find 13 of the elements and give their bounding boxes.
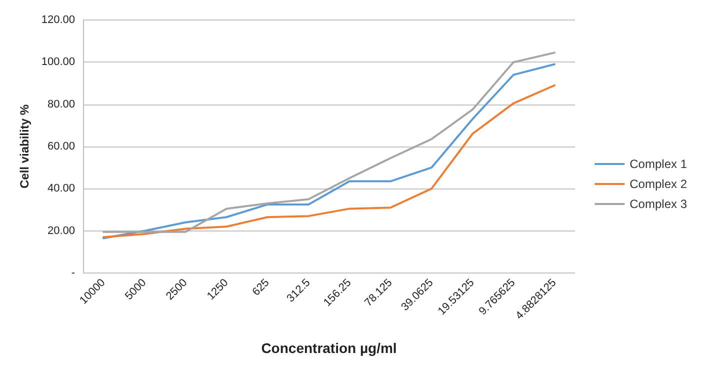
legend-label: Complex 3 — [630, 197, 688, 211]
y-tick-label: 120.00 — [41, 14, 75, 26]
x-tick-label: 625 — [250, 276, 272, 298]
y-tick-label: 80.00 — [47, 98, 75, 110]
y-axis-title: Cell viability % — [17, 104, 32, 189]
legend-label: Complex 1 — [630, 157, 688, 171]
y-tick-label: 100.00 — [41, 56, 75, 68]
x-axis-title: Concentration µg/ml — [261, 340, 397, 356]
y-tick-label: 40.00 — [47, 182, 75, 195]
y-tick-label: - — [71, 267, 76, 279]
legend-label: Complex 2 — [630, 177, 688, 191]
y-tick-label: 60.00 — [47, 140, 75, 152]
y-tick-label: 20.00 — [47, 224, 75, 237]
